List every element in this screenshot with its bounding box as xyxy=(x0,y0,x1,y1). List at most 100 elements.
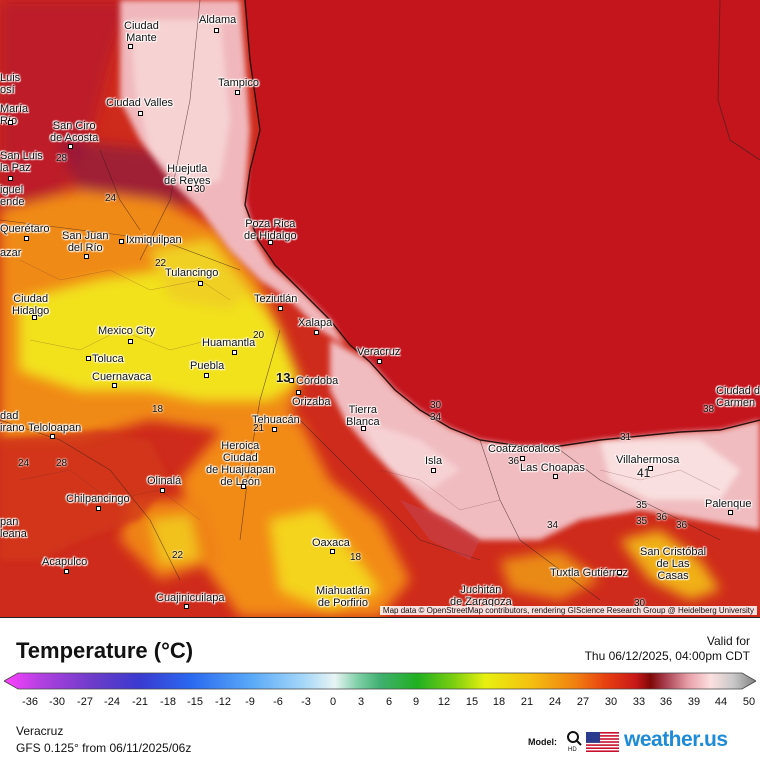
city-marker xyxy=(289,378,294,383)
weather-us-logo[interactable]: weather.us xyxy=(624,728,728,751)
city-marker xyxy=(296,390,301,395)
city-label: Cuajinicuilapa xyxy=(156,592,225,604)
temp-contour-label: 34 xyxy=(547,520,559,531)
city-label: San Juan del Río xyxy=(62,230,109,254)
temp-contour-label: 35 xyxy=(636,500,648,511)
city-marker xyxy=(268,240,273,245)
city-label: Juchitán de Zaragoza xyxy=(450,584,512,608)
city-marker xyxy=(119,239,124,244)
city-label: iguel ende xyxy=(0,184,25,208)
temp-contour-label: 30 xyxy=(194,184,206,195)
city-marker xyxy=(128,44,133,49)
colorbar-tick: -3 xyxy=(301,696,311,708)
colorbar-tick: 36 xyxy=(659,696,673,708)
valid-for-label: Valid for xyxy=(706,634,750,648)
temp-contour-label: 30 xyxy=(430,400,442,411)
city-label: dad irano xyxy=(0,410,25,434)
gulf-of-mexico xyxy=(245,0,760,446)
colorbar-tick: -6 xyxy=(273,696,283,708)
city-marker xyxy=(160,488,165,493)
city-label: Toluca xyxy=(92,353,124,365)
city-marker xyxy=(112,383,117,388)
colorbar-tick: -18 xyxy=(160,696,176,708)
temp-contour-label: 22 xyxy=(155,258,167,269)
city-label: azar xyxy=(0,247,22,259)
temp-contour-label: 35 xyxy=(636,516,648,527)
us-flag-icon xyxy=(586,732,619,752)
city-label: Las Choapas xyxy=(520,462,585,474)
temp-contour-label: 18 xyxy=(152,404,164,415)
city-label: Miahuatlán de Porfirio xyxy=(316,585,370,609)
colorbar-tick: -9 xyxy=(245,696,255,708)
city-label: pan leana xyxy=(0,516,27,540)
temperature-map[interactable]: Aldama Ciudad Mante Tampico Ciudad Valle… xyxy=(0,0,760,618)
colorbar-tick: 9 xyxy=(412,696,420,708)
city-label: Heroica Ciudad de Huajuapan de León xyxy=(206,440,275,488)
city-label: Tuxtla Gutiérrez xyxy=(550,567,628,579)
temp-contour-label: 28 xyxy=(56,458,68,469)
model-run-label: GFS 0.125° from 06/11/2025/06z xyxy=(16,741,192,755)
city-marker xyxy=(648,466,653,471)
city-marker xyxy=(8,120,13,125)
colorbar-tick: -24 xyxy=(104,696,120,708)
hd-magnifier-icon[interactable]: HD xyxy=(566,730,584,752)
city-marker xyxy=(214,28,219,33)
city-marker xyxy=(235,90,240,95)
colorbar-tick: 18 xyxy=(492,696,506,708)
city-label: Poza Rica de Hidalgo xyxy=(244,218,297,242)
colorbar-tick: 50 xyxy=(742,696,756,708)
city-marker xyxy=(24,236,29,241)
temp-contour-label: 36 xyxy=(676,520,688,531)
city-label: Oaxaca xyxy=(312,537,350,549)
temp-contour-label: 21 xyxy=(253,423,265,434)
colorbar-tick: -12 xyxy=(215,696,231,708)
temp-contour-label: 36 xyxy=(656,512,668,523)
city-label: Tierra Blanca xyxy=(346,404,380,428)
city-marker xyxy=(128,339,133,344)
city-marker xyxy=(728,510,733,515)
city-marker xyxy=(50,434,55,439)
colorbar-tick: 24 xyxy=(548,696,562,708)
city-marker xyxy=(314,330,319,335)
city-label: Cuernavaca xyxy=(92,371,152,383)
city-marker xyxy=(86,356,91,361)
legend-title: Temperature (°C) xyxy=(16,638,194,663)
city-label: Veracruz xyxy=(357,346,401,358)
temp-contour-label: 22 xyxy=(172,550,184,561)
city-label: Luis osí xyxy=(0,72,21,96)
temp-contour-label: 24 xyxy=(105,193,117,204)
map-attribution[interactable]: Map data © OpenStreetMap contributors, r… xyxy=(379,606,757,615)
city-marker xyxy=(64,569,69,574)
city-marker xyxy=(377,359,382,364)
city-label: Xalapa xyxy=(298,317,333,329)
city-marker xyxy=(617,570,622,575)
city-label: San Luis la Paz xyxy=(0,150,43,174)
temp-contour-label: 28 xyxy=(56,153,68,164)
city-label: Ciudad Mante xyxy=(124,20,159,44)
city-marker xyxy=(184,604,189,609)
city-label: Tampico xyxy=(218,77,259,89)
city-label: Córdoba xyxy=(296,375,339,387)
colorbar-tick: 30 xyxy=(604,696,618,708)
city-marker xyxy=(187,186,192,191)
city-marker xyxy=(8,176,13,181)
colorbar-tick: 6 xyxy=(385,696,393,708)
colorbar-tick: -21 xyxy=(132,696,148,708)
temp-contour-label: 13 xyxy=(276,370,291,385)
city-marker xyxy=(84,254,89,259)
city-label: Isla xyxy=(425,455,443,467)
colorbar-tick: -15 xyxy=(187,696,203,708)
colorbar-ticks: -36 -30 -27 -24 -21 -18 -15 -12 -9 -6 -3… xyxy=(0,696,760,710)
city-marker xyxy=(232,350,237,355)
colorbar-tick: 44 xyxy=(714,696,728,708)
city-label: Olinalá xyxy=(147,475,182,487)
colorbar-tick: 12 xyxy=(437,696,451,708)
city-label: Huamantla xyxy=(202,337,256,349)
city-label: Querétaro xyxy=(0,223,50,235)
temp-contour-label: 30 xyxy=(634,598,646,609)
colorbar-tick: 0 xyxy=(329,696,337,708)
colorbar-tick: 21 xyxy=(520,696,534,708)
city-label: Ciudad Valles xyxy=(106,97,174,109)
colorbar-tick: 3 xyxy=(357,696,365,708)
city-label: Chilpancingo xyxy=(66,493,130,505)
